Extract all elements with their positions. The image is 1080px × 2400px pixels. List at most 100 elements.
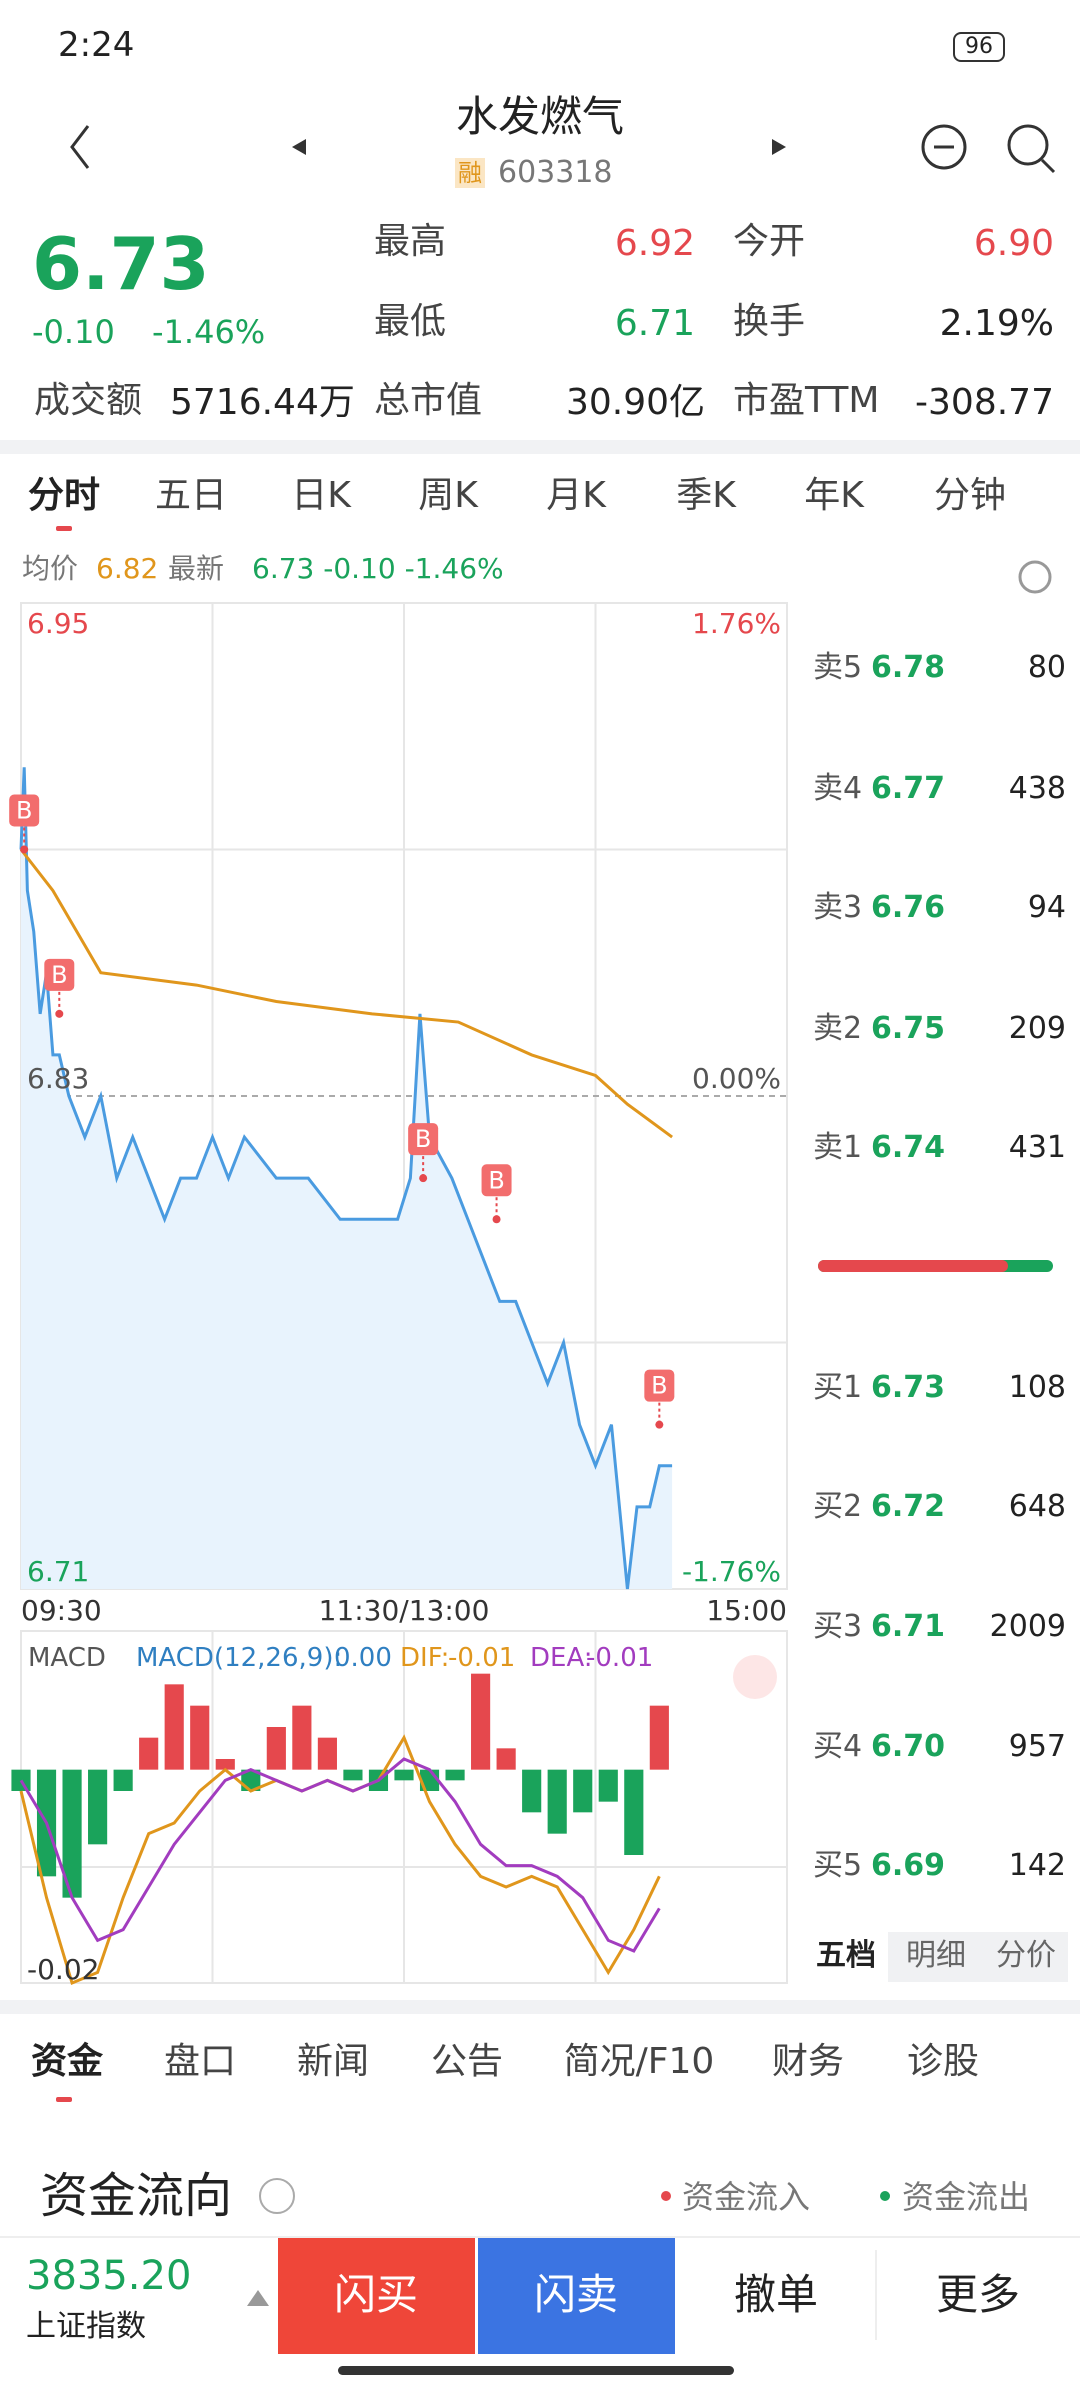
- y-tick-label: 6.95: [27, 607, 89, 640]
- divider: [0, 440, 1080, 454]
- tab-bg: [888, 1932, 1068, 1982]
- period-tab[interactable]: 分钟: [933, 475, 1007, 516]
- expand-button[interactable]: [733, 1655, 777, 1699]
- macd-bar: [164, 1684, 184, 1770]
- icons: [70, 124, 1056, 594]
- stat-label: 今开: [733, 221, 806, 262]
- info-tab[interactable]: 诊股: [906, 2041, 980, 2082]
- stat-value: 2.19%: [939, 303, 1054, 344]
- info-tab[interactable]: 盘口: [163, 2041, 237, 2082]
- macd-bar: [624, 1769, 644, 1855]
- marker-label: B: [16, 797, 32, 825]
- period-tab[interactable]: 日K: [291, 475, 351, 516]
- divider: [0, 2236, 1080, 2238]
- macd-bar: [317, 1737, 337, 1770]
- info-tab[interactable]: 简况/F10: [563, 2041, 715, 2082]
- macd-bar: [88, 1769, 108, 1845]
- buy-button[interactable]: [278, 2238, 475, 2354]
- more-label[interactable]: 更多: [935, 2270, 1021, 2319]
- order-ratio-buy: [818, 1260, 1008, 1272]
- macd-bar: [11, 1769, 31, 1791]
- settings-icon[interactable]: [1018, 560, 1052, 594]
- change: -0.10: [32, 313, 115, 351]
- book-price: 6.69: [871, 1848, 946, 1883]
- period-tab[interactable]: 年K: [804, 475, 864, 516]
- tab-underline: [56, 526, 72, 531]
- home-indicator: [338, 2366, 734, 2375]
- search-icon[interactable]: [1007, 124, 1049, 166]
- stat-value: 6.90: [973, 223, 1054, 264]
- x-tick-label: 15:00: [706, 1594, 787, 1627]
- period-tab[interactable]: 季K: [676, 475, 736, 516]
- stat-value: 30.90亿: [565, 382, 705, 423]
- book-price: 6.71: [871, 1609, 946, 1644]
- macd-bar: [598, 1769, 618, 1802]
- trade-marker: [644, 1369, 675, 1402]
- macd-legend: MACD(12,26,9):: [136, 1643, 342, 1673]
- marker-dot: [419, 1174, 428, 1183]
- book-tab[interactable]: 五档: [816, 1938, 876, 1973]
- y-tick-label: 6.71: [27, 1555, 89, 1588]
- marker-label: B: [651, 1372, 667, 1400]
- macd-bar: [649, 1705, 669, 1770]
- stat-label: 总市值: [374, 380, 483, 421]
- period-tab[interactable]: 周K: [418, 475, 478, 516]
- book-tab[interactable]: 明细: [906, 1938, 966, 1973]
- legend-last: 6.73 -0.10 -1.46%: [252, 552, 504, 585]
- book-volume: 142: [1008, 1848, 1066, 1883]
- expand-arrow[interactable]: [247, 2290, 269, 2306]
- back-icon[interactable]: [70, 125, 90, 169]
- macd-bar: [522, 1769, 542, 1813]
- next-arrow[interactable]: [772, 139, 786, 155]
- info-tab[interactable]: 财务: [771, 2041, 845, 2082]
- book-label: 买5: [813, 1848, 863, 1883]
- stat-label: 最高: [374, 221, 447, 262]
- y-tick-label: 6.83: [27, 1062, 89, 1095]
- sell-button[interactable]: [478, 2238, 675, 2354]
- macd-bar: [547, 1769, 567, 1834]
- book-tab[interactable]: 分价: [996, 1938, 1056, 1973]
- dea-line: [19, 1757, 661, 1953]
- marker-label: B: [415, 1125, 431, 1153]
- x-tick-label: 11:30/13:00: [319, 1594, 490, 1627]
- tab-underline: [56, 2097, 72, 2102]
- macd-bar: [113, 1769, 133, 1791]
- buy-label[interactable]: 闪买: [333, 2270, 419, 2319]
- legend-dot: [880, 2191, 890, 2201]
- info-tab[interactable]: 资金: [30, 2041, 104, 2082]
- avg-line: [19, 848, 673, 1139]
- marker-dot: [492, 1215, 501, 1224]
- macd-bar: [266, 1727, 286, 1770]
- book-label: 卖2: [813, 1011, 863, 1046]
- info-tab[interactable]: 新闻: [296, 2041, 370, 2082]
- marker-dot: [20, 845, 29, 854]
- legend-label: 最新: [168, 552, 225, 585]
- prev-arrow[interactable]: [292, 139, 306, 155]
- trade-marker: [408, 1123, 439, 1156]
- remove-icon[interactable]: [921, 124, 967, 170]
- info-icon[interactable]: [259, 2178, 295, 2214]
- book-volume: 648: [1008, 1489, 1066, 1524]
- status-time: 2:24: [58, 25, 135, 65]
- legend-inflow: 资金流入: [682, 2178, 811, 2216]
- macd-legend: -0.01: [448, 1643, 515, 1673]
- info-tab[interactable]: 公告: [430, 2041, 504, 2082]
- period-tab[interactable]: 分时: [27, 475, 101, 516]
- cancel-label[interactable]: 撤单: [733, 2270, 819, 2319]
- stat-label: 市盈TTM: [733, 380, 880, 421]
- macd-bar: [394, 1769, 414, 1781]
- index-value[interactable]: 3835.20: [26, 2253, 192, 2299]
- period-tab[interactable]: 五日: [154, 475, 228, 516]
- section-title: 资金流向: [40, 2168, 233, 2224]
- sell-label[interactable]: 闪卖: [533, 2270, 619, 2319]
- price-area: [21, 767, 673, 1589]
- book-label: 卖1: [813, 1130, 863, 1165]
- macd-bar: [190, 1705, 210, 1770]
- index-name[interactable]: 上证指数: [26, 2309, 146, 2344]
- pct-label: -1.76%: [682, 1555, 781, 1588]
- book-label: 买3: [813, 1609, 863, 1644]
- stat-value: -308.77: [915, 382, 1054, 423]
- book-label: 卖4: [813, 771, 863, 806]
- period-tab[interactable]: 月K: [546, 475, 606, 516]
